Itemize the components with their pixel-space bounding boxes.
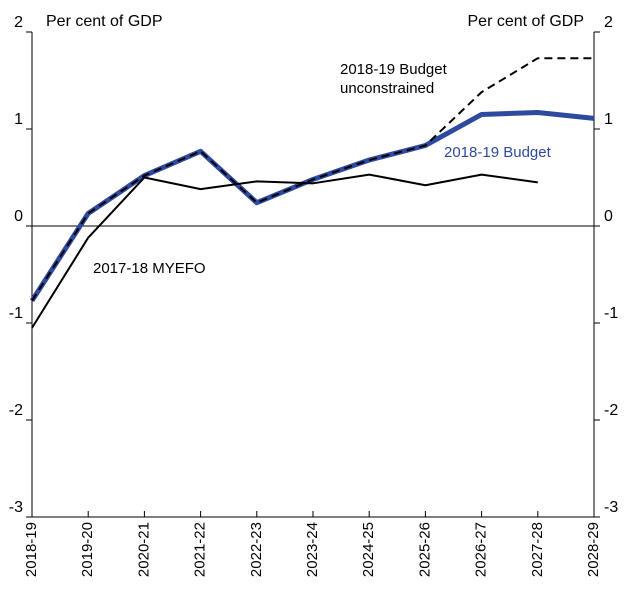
- x-tick-label: 2028-29: [585, 522, 602, 577]
- x-tick-label: 2022-23: [248, 522, 265, 577]
- y-axis-label: Per cent of GDP: [46, 13, 163, 30]
- x-tick-label: 2023-24: [304, 522, 321, 577]
- x-tick-label: 2021-22: [192, 522, 209, 577]
- y2-tick-label: 1: [604, 111, 613, 128]
- series-label: 2018-19 Budget unconstrained: [340, 61, 447, 97]
- series-line: [31, 173, 538, 329]
- y2-tick-label: 2: [604, 14, 613, 31]
- y2-tick-label: -3: [604, 499, 618, 516]
- x-tick-label: 2018-19: [23, 522, 40, 577]
- series-label: 2018-19 Budget: [444, 144, 551, 161]
- x-tick-label: 2020-21: [135, 522, 152, 577]
- x-tick-label: 2025-26: [416, 522, 433, 577]
- x-tick-label: 2027-28: [529, 522, 546, 577]
- y2-tick-label: -1: [604, 305, 618, 322]
- x-tick-label: 2024-25: [360, 522, 377, 577]
- y-tick-label: -1: [9, 305, 23, 322]
- y2-tick-label: -2: [604, 402, 618, 419]
- y-tick-label: 2: [14, 14, 23, 31]
- y-tick-label: -2: [9, 402, 23, 419]
- y-tick-label: 0: [14, 208, 23, 225]
- y2-tick-label: 0: [604, 208, 613, 225]
- series-label: 2017-18 MYEFO: [93, 260, 206, 277]
- series-line: [31, 57, 594, 302]
- y-tick-label: 1: [14, 111, 23, 128]
- x-tick-label: 2019-20: [79, 522, 96, 577]
- y-tick-label: -3: [9, 499, 23, 516]
- y2-axis-label: Per cent of GDP: [468, 13, 585, 30]
- x-tick-label: 2026-27: [473, 522, 490, 577]
